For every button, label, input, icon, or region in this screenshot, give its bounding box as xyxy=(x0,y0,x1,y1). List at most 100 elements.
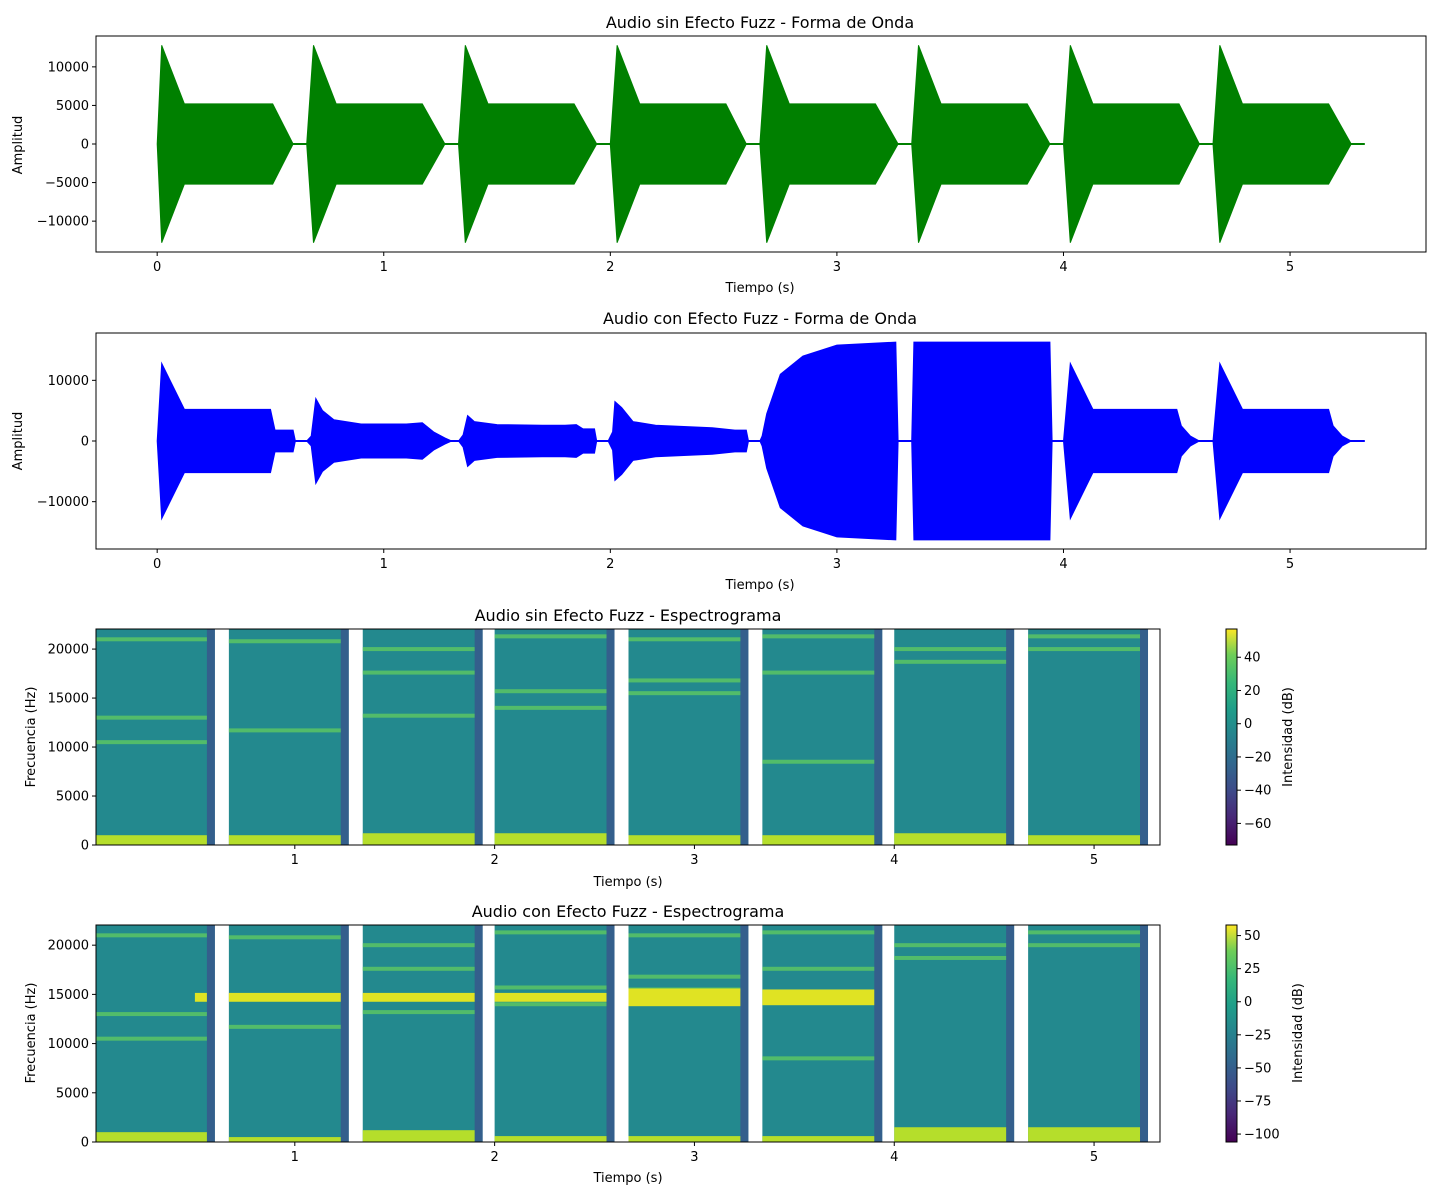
low-frequency-band xyxy=(894,833,1007,845)
harmonic-line xyxy=(362,943,475,948)
decay-edge xyxy=(1006,925,1015,1142)
harmonic-line xyxy=(762,634,875,639)
y-tick-label: 5000 xyxy=(56,1086,89,1101)
waveform-segment xyxy=(911,341,1053,541)
harmonic-line xyxy=(894,647,1007,652)
low-frequency-band xyxy=(362,1130,475,1142)
x-tick-label: 2 xyxy=(490,1150,498,1165)
waveform-segment xyxy=(306,45,446,243)
spectrum-background xyxy=(628,629,749,845)
waveform-segment xyxy=(1212,45,1352,243)
plot-frame xyxy=(95,924,1161,1143)
spectrum-background xyxy=(362,629,483,845)
spectrum-background xyxy=(362,925,483,1142)
fuzz-harmonic-band xyxy=(628,988,741,1007)
fuzz-harmonic-band xyxy=(494,992,607,1002)
spectrum-background xyxy=(894,925,1015,1142)
colorbar-tick-label: 0 xyxy=(1244,717,1252,732)
low-frequency-band xyxy=(96,835,207,845)
y-axis-label: Frecuencia (Hz) xyxy=(24,983,39,1084)
harmonic-line xyxy=(96,740,207,745)
spectrum-background xyxy=(494,629,615,845)
decay-edge xyxy=(474,925,483,1142)
harmonic-line xyxy=(362,647,475,652)
x-tick-label: 1 xyxy=(380,260,388,275)
spectrogram-fuzz-panel: Audio con Efecto Fuzz - Espectrograma 1 2… xyxy=(24,902,1306,1186)
x-tick-label: 4 xyxy=(890,1150,898,1165)
waveform-segment xyxy=(1212,361,1353,521)
y-axis-ticks: −10000 0 10000 xyxy=(37,374,96,510)
colorbar-tick-label: 0 xyxy=(1244,995,1252,1010)
spectrogram-segment xyxy=(762,925,883,1142)
x-axis-ticks: 0 1 2 3 4 5 xyxy=(153,549,1294,572)
spectrogram-segment xyxy=(628,629,749,845)
harmonic-line xyxy=(1028,634,1141,639)
y-tick-label: 15000 xyxy=(48,692,89,707)
colorbar-tick-label: −50 xyxy=(1244,1061,1271,1076)
x-axis-ticks: 1 2 3 4 5 xyxy=(291,845,1098,868)
x-tick-label: 2 xyxy=(490,853,498,868)
harmonic-line xyxy=(362,966,475,971)
harmonic-line xyxy=(96,933,207,938)
colorbar-gradient xyxy=(1225,628,1238,846)
spectrogram-segment xyxy=(96,925,215,1142)
spectrogram-segment xyxy=(628,925,749,1142)
waveform-segment xyxy=(457,45,598,243)
spectrogram-segment xyxy=(1028,925,1149,1142)
colorbar: −60 −40 −20 0 20 40 Intensidad (dB) xyxy=(1225,628,1296,846)
chart-title: Audio sin Efecto Fuzz - Forma de Onda xyxy=(606,13,914,32)
y-tick-label: 0 xyxy=(81,435,89,450)
low-frequency-band xyxy=(228,1137,341,1142)
spectrogram-segment xyxy=(494,629,615,845)
y-tick-label: 20000 xyxy=(48,939,89,954)
spectrum-background xyxy=(96,925,215,1142)
colorbar: −100 −75 −50 −25 0 25 50 Intensidad (dB) xyxy=(1225,924,1306,1143)
spectrogram-image xyxy=(96,925,1149,1142)
harmonic-line xyxy=(494,634,607,639)
colorbar-tick-label: 40 xyxy=(1244,651,1261,666)
harmonic-line xyxy=(628,974,741,979)
colorbar-ticks: −100 −75 −50 −25 0 25 50 xyxy=(1237,929,1280,1143)
colorbar-label: Intensidad (dB) xyxy=(1291,983,1306,1083)
decay-edge xyxy=(874,925,883,1142)
colorbar-tick-label: −60 xyxy=(1244,817,1271,832)
harmonic-line xyxy=(228,935,341,940)
waveform-segment xyxy=(1062,361,1201,521)
x-axis-ticks: 0 1 2 3 4 5 xyxy=(153,252,1294,275)
spectrum-background xyxy=(628,925,749,1142)
harmonic-line xyxy=(628,933,741,938)
colorbar-tick-label: −40 xyxy=(1244,784,1271,799)
low-frequency-band xyxy=(96,1132,207,1142)
spectrogram-segment xyxy=(894,925,1015,1142)
chart-title: Audio con Efecto Fuzz - Espectrograma xyxy=(472,902,785,921)
x-axis-label: Tiempo (s) xyxy=(724,578,794,593)
x-axis-label: Tiempo (s) xyxy=(592,875,662,890)
waveform-segment xyxy=(1062,45,1200,243)
decay-edge xyxy=(1140,629,1149,845)
harmonic-line xyxy=(494,930,607,935)
low-frequency-band xyxy=(894,1127,1007,1142)
spectrum-background xyxy=(228,629,349,845)
spectrum-background xyxy=(228,925,349,1142)
y-tick-label: 15000 xyxy=(48,988,89,1003)
x-tick-label: 4 xyxy=(1059,557,1067,572)
spectrum-background xyxy=(762,629,883,845)
y-tick-label: 10000 xyxy=(48,1037,89,1052)
y-tick-label: 10000 xyxy=(48,741,89,756)
x-axis-ticks: 1 2 3 4 5 xyxy=(291,1142,1098,1165)
harmonic-line xyxy=(762,1056,875,1061)
harmonic-line xyxy=(362,670,475,675)
x-tick-label: 1 xyxy=(291,853,299,868)
x-tick-label: 4 xyxy=(890,853,898,868)
colorbar-tick-label: 25 xyxy=(1244,962,1261,977)
y-axis-ticks: −10000 −5000 0 5000 10000 xyxy=(37,60,96,230)
y-tick-label: 0 xyxy=(81,1136,89,1151)
waveform-segment xyxy=(759,341,899,541)
decay-edge xyxy=(606,629,615,845)
waveform-segment xyxy=(156,361,296,521)
harmonic-line xyxy=(96,1012,207,1017)
harmonic-line xyxy=(494,689,607,694)
harmonic-line xyxy=(894,955,1007,960)
waveform-segment xyxy=(156,45,294,243)
